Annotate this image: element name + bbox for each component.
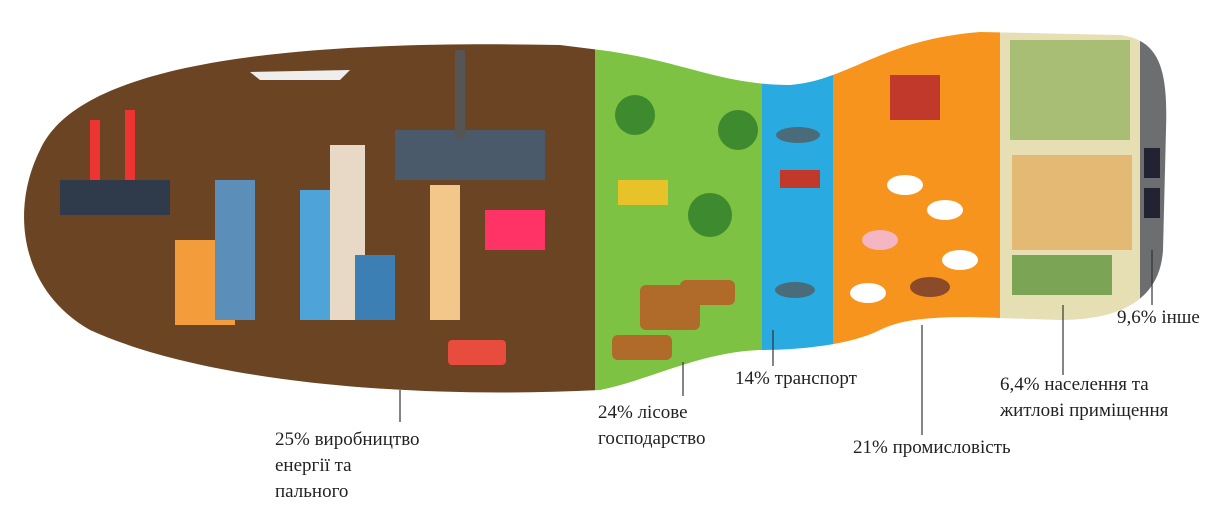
leader-lines <box>399 250 1153 435</box>
segment-label: житлові приміщення <box>999 400 1169 421</box>
labels: 25% виробництво енергії та пального 24% ліс… <box>275 307 1200 502</box>
segment-label: 9,6% інше <box>1117 307 1200 328</box>
segment-label: 14% транспорт <box>735 368 858 389</box>
segment-label: господарство <box>598 428 706 449</box>
segment-label: 6,4% населення та <box>1000 374 1149 395</box>
segment-label: пального <box>275 481 348 502</box>
segment-label: 24% лісове <box>598 402 688 423</box>
icons <box>60 40 1160 365</box>
segment-label: енергії та <box>275 455 352 476</box>
segment-label: 25% виробництво <box>275 429 420 450</box>
segment <box>1140 32 1167 393</box>
segment <box>762 32 833 393</box>
segment-label: 21% промисловість <box>853 437 1011 458</box>
segment <box>595 32 762 393</box>
